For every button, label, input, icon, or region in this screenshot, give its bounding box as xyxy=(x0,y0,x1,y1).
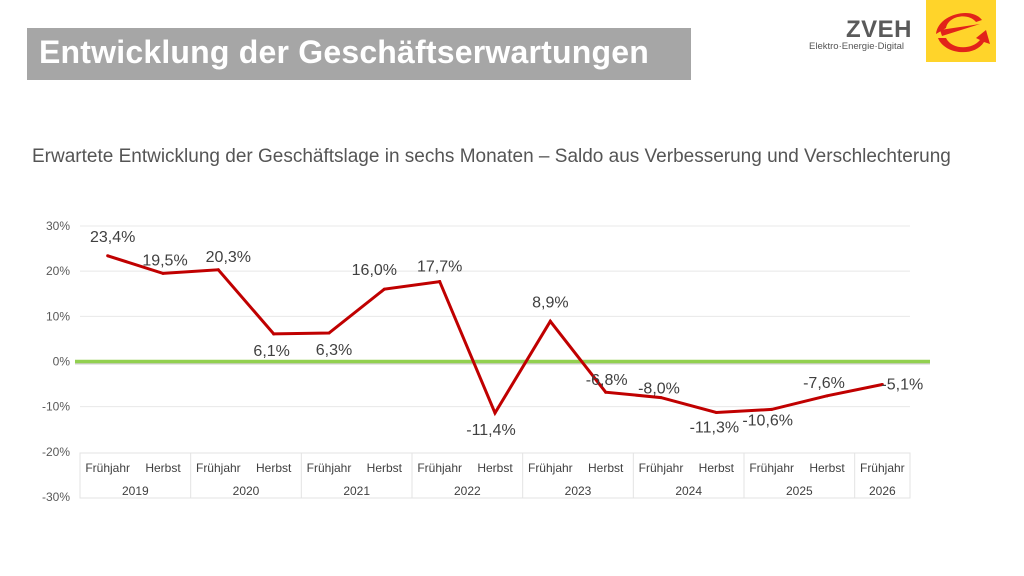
data-label: 6,1% xyxy=(253,343,289,360)
data-point xyxy=(659,396,663,400)
logo-name: ZVEH xyxy=(846,16,913,43)
x-tick-label-season: Herbst xyxy=(367,461,403,475)
x-tick-label-season: Herbst xyxy=(588,461,624,475)
x-tick-label-season: Herbst xyxy=(477,461,513,475)
data-point xyxy=(714,411,718,415)
x-tick-label-season: Herbst xyxy=(699,461,735,475)
x-tick-label-season: Frühjahr xyxy=(749,461,794,475)
x-tick-label-season: Frühjahr xyxy=(85,461,130,475)
x-tick-label-year: 2024 xyxy=(675,484,702,498)
x-tick-label-season: Frühjahr xyxy=(307,461,352,475)
category-table xyxy=(79,452,911,499)
y-tick-label: 20% xyxy=(46,264,70,278)
data-label: -11,3% xyxy=(690,420,740,437)
data-point xyxy=(548,319,552,323)
data-label: 23,4% xyxy=(90,229,135,246)
x-tick-label-year: 2021 xyxy=(343,484,370,498)
data-label: 20,3% xyxy=(206,249,251,266)
x-tick-label-year: 2019 xyxy=(122,484,149,498)
page-title: Entwicklung der Geschäftserwartungen xyxy=(39,34,649,70)
x-tick-label-season: Frühjahr xyxy=(639,461,684,475)
logo-tagline: Elektro·Energie·Digital xyxy=(809,41,905,52)
data-point xyxy=(382,287,386,291)
y-tick-label: 10% xyxy=(46,309,70,323)
y-tick-label: 0% xyxy=(53,355,71,369)
zveh-logo: ZVEH Elektro·Energie·Digital xyxy=(806,0,1024,62)
title-bar: Entwicklung der Geschäftserwartungen xyxy=(27,28,691,80)
data-point xyxy=(327,331,331,335)
data-point xyxy=(493,411,497,415)
data-label: -8,0% xyxy=(638,381,680,398)
data-point xyxy=(438,280,442,284)
y-tick-label: -10% xyxy=(42,400,70,414)
x-tick-label-year: 2022 xyxy=(454,484,481,498)
data-label: -7,6% xyxy=(803,375,845,392)
y-tick-label: -30% xyxy=(42,490,70,504)
data-label: 6,3% xyxy=(316,342,352,359)
data-point xyxy=(825,394,829,398)
data-label: 19,5% xyxy=(142,252,187,269)
x-tick-label-year: 2025 xyxy=(786,484,813,498)
data-point xyxy=(216,268,220,272)
x-tick-label-season: Herbst xyxy=(145,461,181,475)
data-label: 17,7% xyxy=(417,259,462,276)
data-label: -5,1% xyxy=(881,377,923,394)
data-label: -6,8% xyxy=(586,372,628,389)
x-tick-label-year: 2023 xyxy=(565,484,592,498)
data-point xyxy=(604,390,608,394)
x-tick-label-season: Frühjahr xyxy=(528,461,573,475)
data-label: -11,4% xyxy=(466,422,516,439)
data-label: -10,6% xyxy=(742,412,793,429)
x-tick-label-season: Herbst xyxy=(256,461,292,475)
logo-emblem xyxy=(926,0,996,62)
x-tick-label-season: Herbst xyxy=(809,461,845,475)
y-tick-label: 30% xyxy=(46,219,70,233)
data-point xyxy=(106,254,110,258)
y-tick-label: -20% xyxy=(42,445,70,459)
data-label: 8,9% xyxy=(532,294,568,311)
data-label: 16,0% xyxy=(352,262,397,279)
x-tick-label-season: Frühjahr xyxy=(196,461,241,475)
data-point xyxy=(770,407,774,411)
chart-title: Erwartete Entwicklung der Geschäftslage … xyxy=(32,146,951,167)
x-tick-label-year: 2020 xyxy=(233,484,260,498)
x-tick-label-season: Frühjahr xyxy=(417,461,462,475)
series-line-saldo xyxy=(107,254,883,417)
x-tick-label-season: Frühjahr xyxy=(860,461,905,475)
data-point xyxy=(161,271,165,275)
zveh-e-arrow-icon xyxy=(936,12,990,53)
data-point xyxy=(272,332,276,336)
data-point xyxy=(880,383,884,387)
x-tick-label-year: 2026 xyxy=(869,484,896,498)
